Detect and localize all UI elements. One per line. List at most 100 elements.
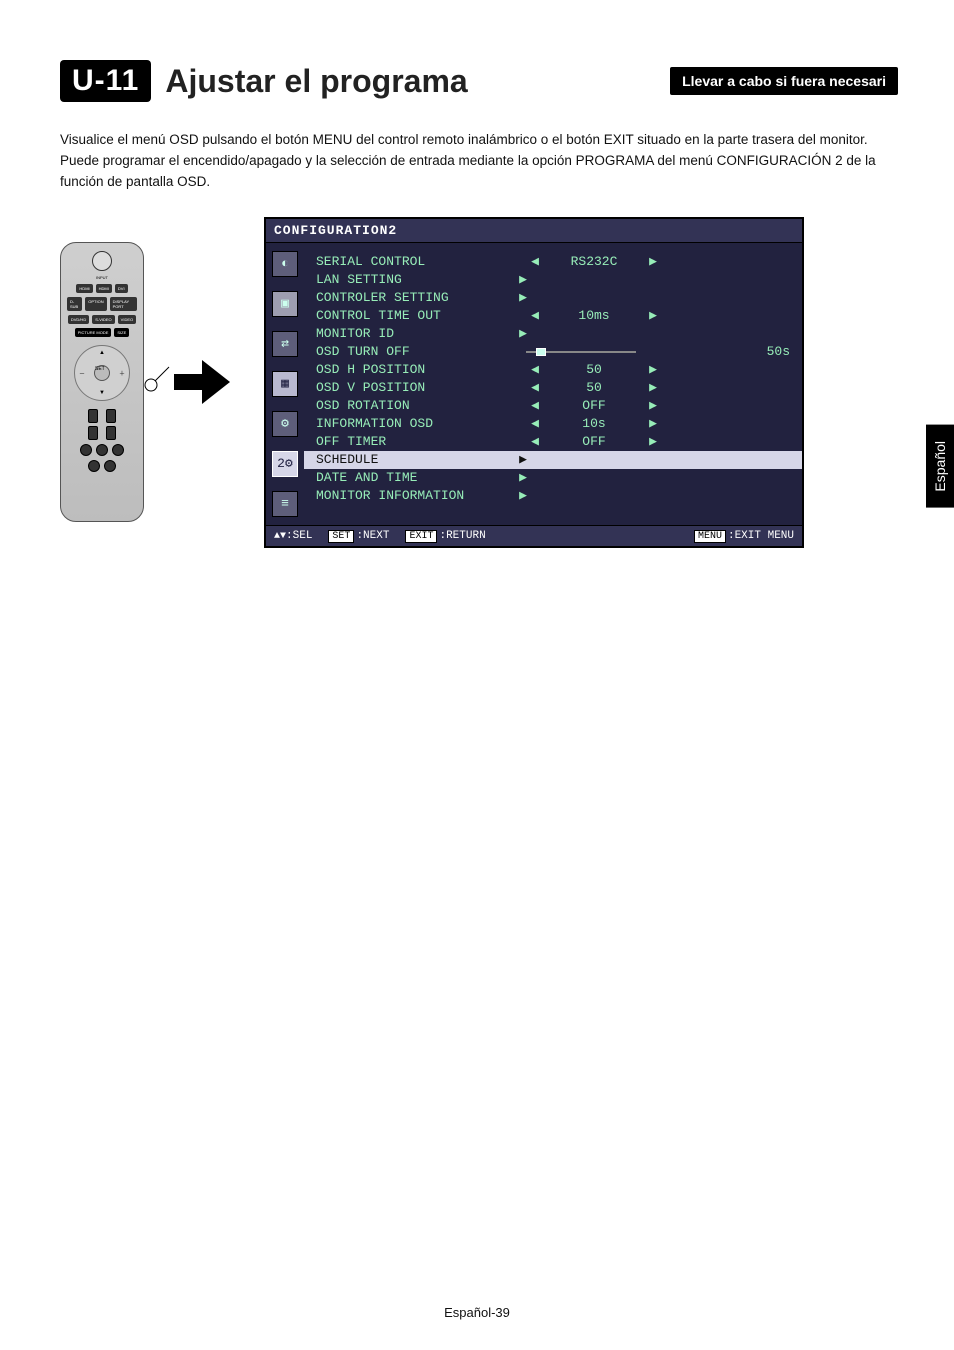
- remote-set: SET: [94, 365, 110, 381]
- osd-item-extra: 50s: [740, 344, 790, 359]
- osd-arrow-right-icon: ▶: [644, 254, 662, 269]
- osd-title: CONFIGURATION2: [266, 219, 802, 243]
- remote-extra-row: [88, 460, 116, 472]
- osd-arrow-left-icon: ◀: [526, 308, 544, 323]
- osd-panel: CONFIGURATION2 ◐▣⇄▦⚙2⚙≡ SERIAL CONTROL◀R…: [264, 217, 804, 548]
- intro-p2: Puede programar el encendido/apagado y l…: [60, 151, 898, 193]
- footer-menu: MENU:EXIT MENU: [694, 530, 794, 542]
- osd-item-label: SERIAL CONTROL: [316, 254, 526, 269]
- osd-arrow-right-icon: ▶: [514, 470, 532, 485]
- remote-btn: HDMI: [96, 284, 112, 293]
- osd-arrow-right-icon: ▶: [514, 326, 532, 341]
- osd-item: MONITOR INFORMATION▶: [316, 487, 790, 505]
- remote-row1: HDMI HDMI DVI: [76, 284, 127, 293]
- osd-item: OSD ROTATION◀OFF▶: [316, 397, 790, 415]
- osd-rail-icon: ▣: [272, 291, 298, 317]
- osd-item-value: 50: [544, 380, 644, 395]
- osd-item-value: 10ms: [544, 308, 644, 323]
- osd-arrow-left-icon: ◀: [526, 434, 544, 449]
- osd-rail-icon: ≡: [272, 491, 298, 517]
- osd-item-label: OSD V POSITION: [316, 380, 526, 395]
- osd-arrow-left-icon: ◀: [526, 416, 544, 431]
- osd-item-label: OSD ROTATION: [316, 398, 526, 413]
- osd-arrow-right-icon: ▶: [644, 398, 662, 413]
- osd-rail-icon: 2⚙: [272, 451, 298, 477]
- osd-rail-icon: ⚙: [272, 411, 298, 437]
- remote-mode: PICTURE MODE: [75, 328, 112, 337]
- footer-exit: EXIT:RETURN: [405, 530, 485, 542]
- osd-rail-icon: ◐: [272, 251, 298, 277]
- osd-item: OSD TURN OFF50s: [316, 343, 790, 361]
- osd-icon-rail: ◐ ▣ ⇄ ▦ ⚙ 2⚙ ≡: [266, 243, 304, 525]
- page-footer: Español-39: [0, 1305, 954, 1320]
- power-button-icon: [92, 251, 112, 271]
- remote-row3: DVD/HD S-VIDEO VIDEO: [68, 315, 136, 324]
- osd-item-label: CONTROL TIME OUT: [316, 308, 526, 323]
- osd-item-value: OFF: [544, 434, 644, 449]
- section-badge: U-11: [60, 60, 151, 102]
- section-tag: Llevar a cabo si fuera necesari: [670, 67, 898, 95]
- remote-nav-pad: SET ▲ ▼ － ＋: [74, 345, 130, 401]
- osd-footer: ▲▼:SEL SET:NEXT EXIT:RETURN MENU:EXIT ME…: [266, 525, 802, 546]
- osd-arrow-right-icon: ▶: [644, 434, 662, 449]
- remote-btn: DVI: [115, 284, 128, 293]
- remote-extra-btn: [88, 460, 100, 472]
- osd-item: INFORMATION OSD◀10s▶: [316, 415, 790, 433]
- remote-right: ＋: [119, 369, 125, 378]
- remote-btn: DISPLAY PORT: [110, 297, 137, 311]
- remote-btn: OPTION: [85, 297, 106, 311]
- remote-extra-btn: [104, 460, 116, 472]
- osd-item: CONTROLER SETTING▶: [316, 289, 790, 307]
- osd-item-label: MONITOR ID: [316, 326, 526, 341]
- osd-arrow-right-icon: ▶: [514, 452, 532, 467]
- intro-text: Visualice el menú OSD pulsando el botón …: [60, 130, 898, 193]
- remote-btn: D-SUB: [67, 297, 82, 311]
- remote-modes: PICTURE MODE SIZE: [75, 328, 130, 337]
- osd-item-label: OFF TIMER: [316, 434, 526, 449]
- osd-item-label: INFORMATION OSD: [316, 416, 526, 431]
- remote-color-row: [80, 444, 124, 456]
- remote-up: ▲: [99, 350, 105, 356]
- osd-item: MONITOR ID▶: [316, 325, 790, 343]
- osd-arrow-right-icon: ▶: [514, 290, 532, 305]
- osd-arrow-left-icon: ◀: [526, 398, 544, 413]
- osd-item-label: LAN SETTING: [316, 272, 526, 287]
- remote-ch-up: [106, 409, 116, 423]
- language-tab: Español: [926, 425, 954, 508]
- remote-btn: HDMI: [76, 284, 92, 293]
- osd-item: OFF TIMER◀OFF▶: [316, 433, 790, 451]
- osd-arrow-left-icon: ◀: [526, 362, 544, 377]
- footer-sel: ▲▼:SEL: [274, 530, 312, 542]
- remote-bottom: [88, 409, 116, 440]
- osd-arrow-right-icon: ▶: [644, 308, 662, 323]
- intro-p1: Visualice el menú OSD pulsando el botón …: [60, 130, 898, 151]
- remote-illustration: INPUT HDMI HDMI DVI D-SUB OPTION DISPLAY…: [60, 242, 144, 522]
- osd-arrow-right-icon: ▶: [644, 362, 662, 377]
- osd-item-label: OSD H POSITION: [316, 362, 526, 377]
- osd-item-label: SCHEDULE: [316, 452, 526, 467]
- remote-mode: SIZE: [114, 328, 129, 337]
- osd-item: DATE AND TIME▶: [316, 469, 790, 487]
- osd-rail-icon: ⇄: [272, 331, 298, 357]
- osd-rail-icon: ▦: [272, 371, 298, 397]
- footer-set: SET:NEXT: [328, 530, 389, 542]
- osd-item-label: CONTROLER SETTING: [316, 290, 526, 305]
- remote-ch-down: [106, 426, 116, 440]
- callout-icon: [143, 363, 173, 393]
- osd-item: OSD V POSITION◀50▶: [316, 379, 790, 397]
- remote-btn: S-VIDEO: [92, 315, 114, 324]
- remote-row2: D-SUB OPTION DISPLAY PORT: [67, 297, 137, 311]
- remote-btn: DVD/HD: [68, 315, 89, 324]
- osd-arrow-right-icon: ▶: [514, 272, 532, 287]
- arrow-right-icon: [174, 352, 234, 412]
- remote-vol-up: [88, 409, 98, 423]
- osd-item: LAN SETTING▶: [316, 271, 790, 289]
- remote-left: －: [79, 369, 85, 378]
- osd-item: CONTROL TIME OUT◀10ms▶: [316, 307, 790, 325]
- osd-item-value: OFF: [544, 398, 644, 413]
- input-label: INPUT: [96, 275, 108, 280]
- osd-slider: [526, 347, 636, 357]
- osd-item-highlight: SCHEDULE▶: [304, 451, 802, 469]
- remote-color-btn: [96, 444, 108, 456]
- remote-btn: VIDEO: [118, 315, 136, 324]
